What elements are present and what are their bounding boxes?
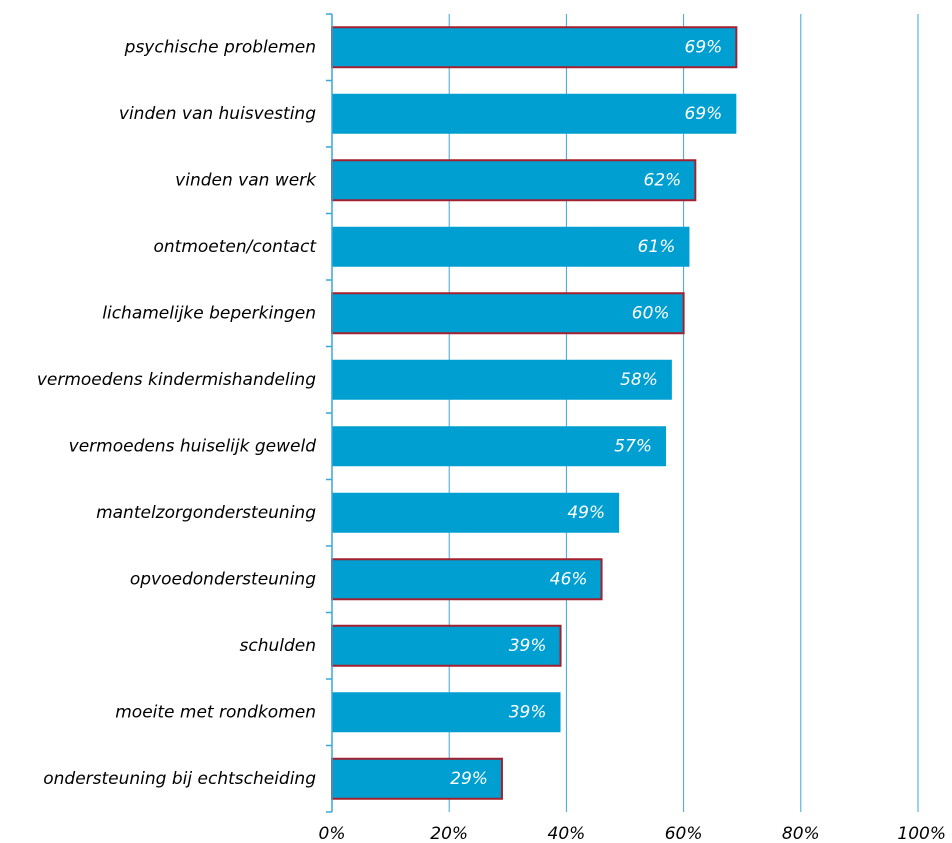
category-label: lichamelijke beperkingen [102,303,316,323]
bar-7 [332,426,667,467]
y-axis [326,13,333,813]
bar-3 [331,159,697,202]
gridlines [448,14,919,812]
bar-4 [332,226,690,267]
value-label: 49% [567,503,605,523]
bars [331,26,738,800]
bar-5 [331,292,685,335]
value-label: 62% [644,170,682,190]
bar-2 [332,93,737,134]
category-label: vermoedens kindermishandeling [37,370,316,390]
category-label: ontmoeten/contact [153,237,317,257]
value-label: 58% [620,370,658,390]
value-label: 60% [632,303,670,323]
value-label: 61% [638,237,676,257]
x-tick-label: 60% [665,824,703,843]
category-label: moeite met rondkomen [115,702,316,722]
category-labels: psychische problemen vinden van huisvesti… [37,37,317,789]
x-tick-label: 80% [782,824,820,843]
category-label: vermoedens huiselijk geweld [69,436,317,456]
bar-1 [331,26,738,69]
bar-6 [332,359,672,400]
value-label: 29% [450,769,488,789]
value-label: 39% [509,702,547,722]
bar-11 [332,692,561,733]
x-axis-tick-labels: 0% 20% 40% 60% 80% 100% [319,824,946,843]
bar-10 [331,624,562,667]
bar-8 [332,492,620,533]
category-label: vinden van werk [175,170,317,190]
bar-12 [331,757,503,800]
value-label: 39% [509,636,547,656]
category-label: psychische problemen [124,37,316,57]
value-label: 57% [614,436,652,456]
category-label: vinden van huisvesting [119,104,316,124]
x-tick-label: 100% [897,824,946,843]
x-tick-label: 0% [319,824,346,843]
value-labels: 69% 69% 62% 61% 60% 58% 57% 49% 46% 39% 39% 29% [450,37,722,789]
category-label: mantelzorgondersteuning [96,503,316,523]
category-label: opvoedondersteuning [130,569,316,589]
x-tick-label: 40% [548,824,586,843]
category-label: schulden [240,636,317,656]
value-label: 69% [685,37,723,57]
x-tick-label: 20% [430,824,468,843]
category-label: ondersteuning bij echtscheiding [43,769,316,789]
value-label: 69% [685,104,723,124]
value-label: 46% [550,569,588,589]
